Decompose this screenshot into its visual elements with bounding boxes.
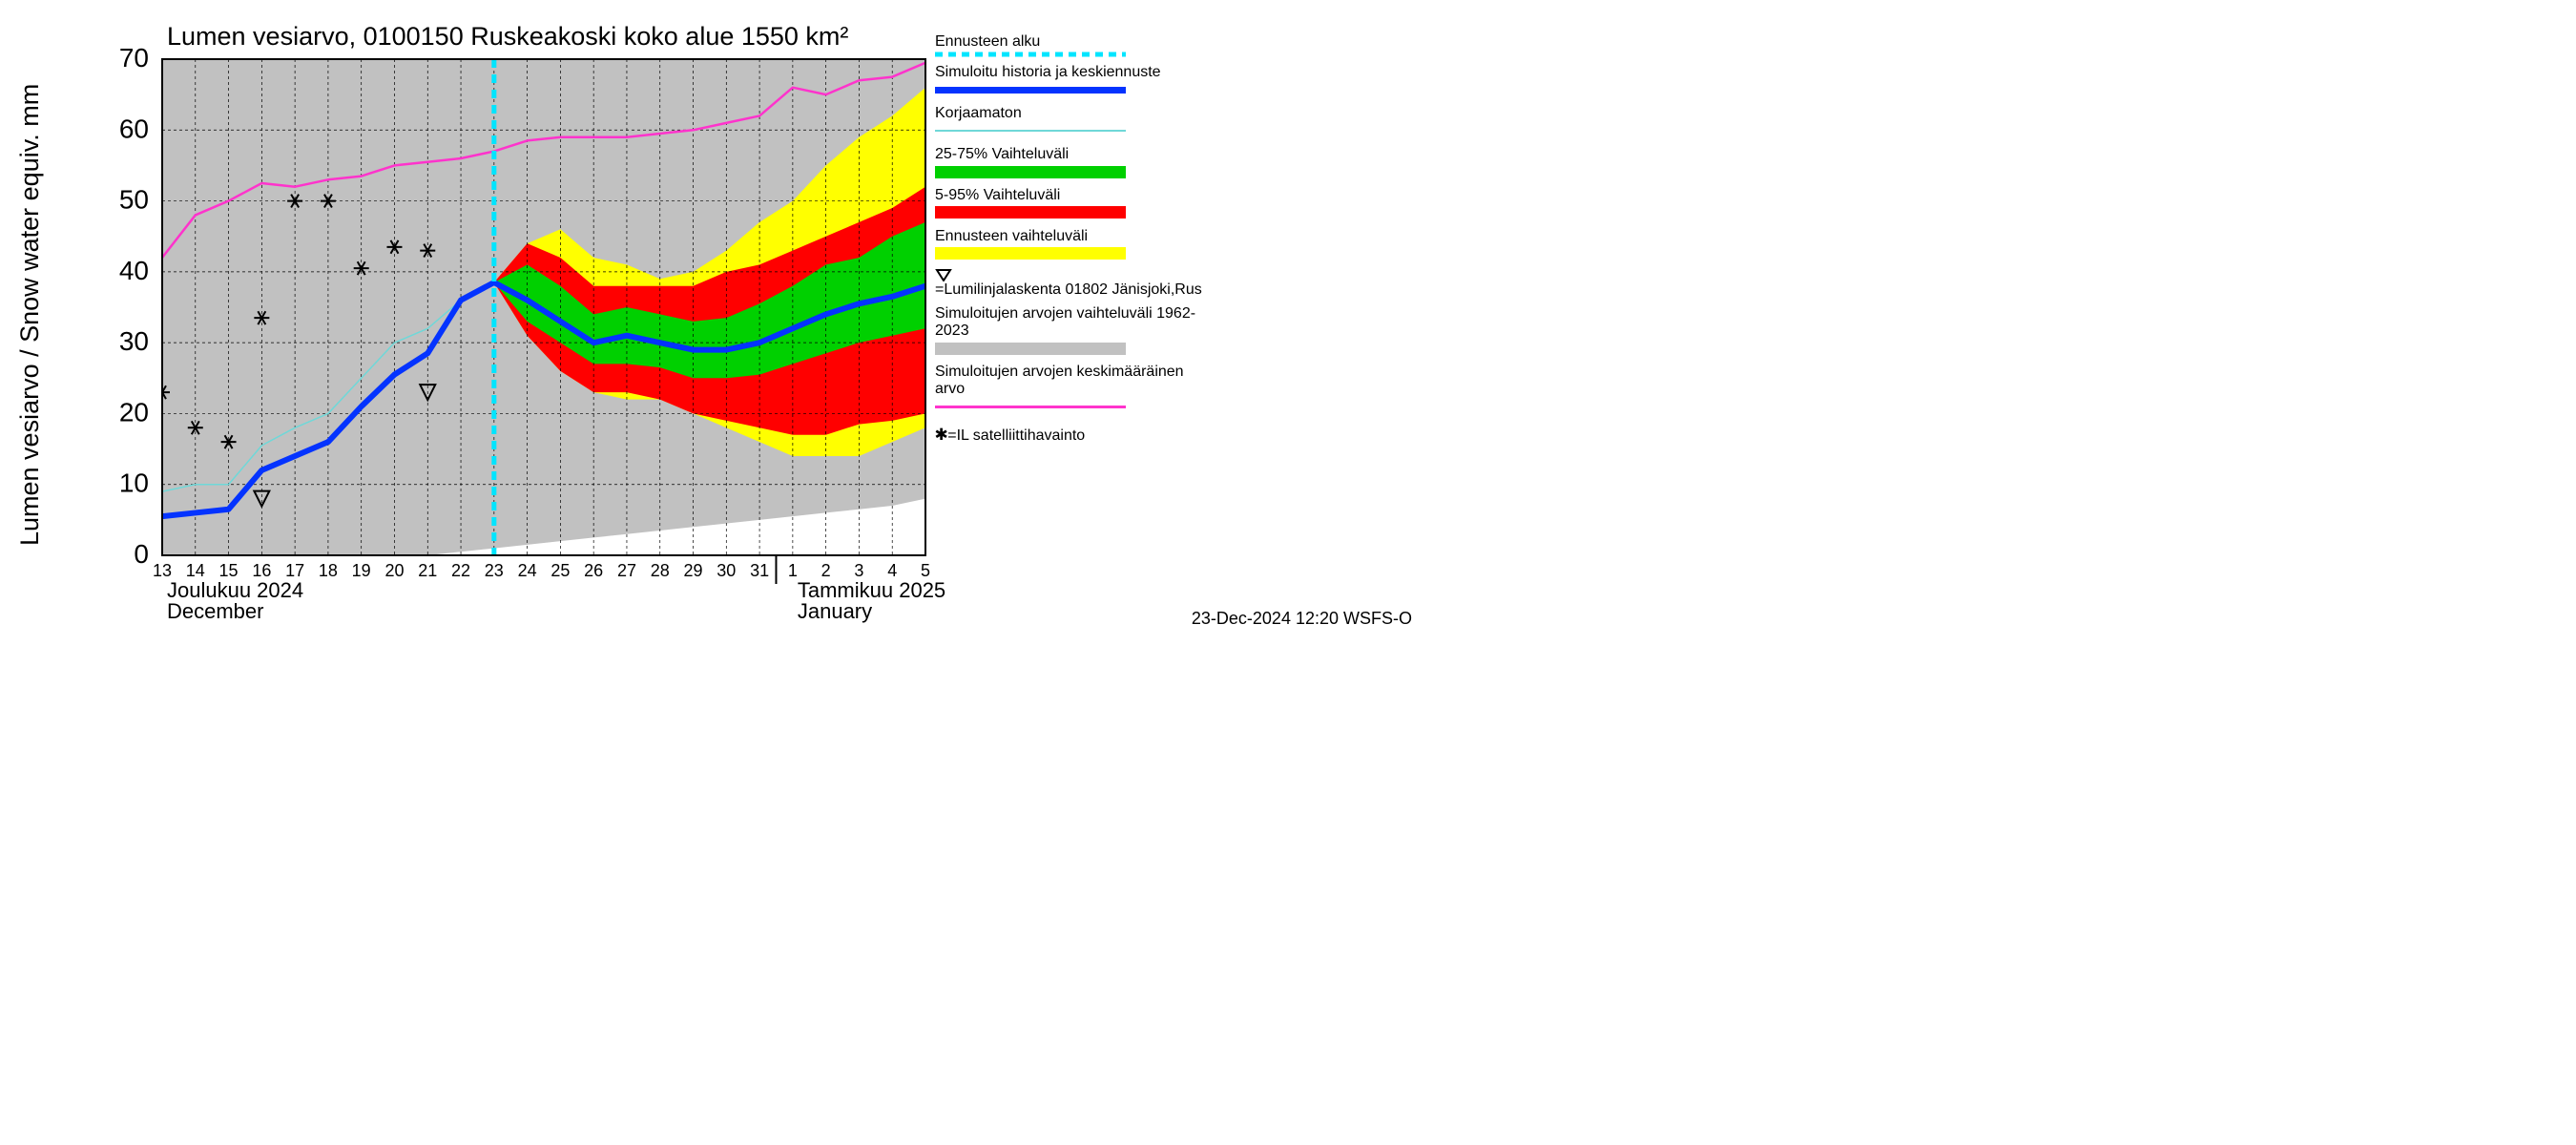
svg-text:29: 29 [684, 561, 703, 580]
svg-text:14: 14 [186, 561, 205, 580]
svg-text:4: 4 [887, 561, 897, 580]
legend-swatch-thin-cyan [935, 130, 1126, 132]
svg-text:17: 17 [285, 561, 304, 580]
chart-container: 0102030405060701314151617181920212223242… [0, 0, 1431, 636]
legend-label: Simuloitujen arvojen vaihteluväli 1962-2… [935, 305, 1195, 339]
legend-simulated: Simuloitu historia ja keskiennuste [935, 64, 1202, 99]
legend-25-75: 25-75% Vaihteluväli [935, 146, 1202, 181]
svg-text:18: 18 [319, 561, 338, 580]
svg-text:Lumen vesiarvo / Snow water eq: Lumen vesiarvo / Snow water equiv. mm [15, 84, 44, 546]
legend-label: 5-95% Vaihteluväli [935, 187, 1060, 203]
svg-text:10: 10 [119, 468, 149, 498]
legend-label: Korjaamaton [935, 105, 1022, 121]
legend-forecast-start: Ennusteen alku [935, 33, 1202, 58]
svg-text:January: January [798, 599, 872, 623]
legend: Ennusteen alku Simuloitu historia ja kes… [935, 33, 1202, 451]
svg-text:30: 30 [717, 561, 736, 580]
legend-label: Simuloitu historia ja keskiennuste [935, 64, 1161, 80]
legend-star: ✱=IL satelliittihavainto [935, 422, 1202, 446]
svg-text:70: 70 [119, 43, 149, 73]
legend-5-95: 5-95% Vaihteluväli [935, 187, 1202, 222]
svg-text:0: 0 [134, 539, 149, 569]
svg-text:26: 26 [584, 561, 603, 580]
svg-text:60: 60 [119, 114, 149, 143]
svg-text:22: 22 [451, 561, 470, 580]
timestamp: 23-Dec-2024 12:20 WSFS-O [1192, 609, 1412, 629]
svg-text:16: 16 [252, 561, 271, 580]
svg-text:25: 25 [551, 561, 570, 580]
svg-text:28: 28 [651, 561, 670, 580]
legend-swatch-gray [935, 343, 1126, 355]
svg-text:13: 13 [153, 561, 172, 580]
svg-text:5: 5 [921, 561, 930, 580]
svg-text:19: 19 [352, 561, 371, 580]
legend-swatch-red [935, 206, 1126, 219]
legend-hist-range: Simuloitujen arvojen vaihteluväli 1962-2… [935, 305, 1202, 358]
svg-text:30: 30 [119, 326, 149, 356]
legend-triangle: =Lumilinjalaskenta 01802 Jänisjoki,Rus [935, 268, 1202, 299]
legend-label: Ennusteen alku [935, 33, 1040, 50]
svg-text:31: 31 [750, 561, 769, 580]
svg-text:40: 40 [119, 256, 149, 285]
svg-text:Lumen vesiarvo, 0100150 Ruskea: Lumen vesiarvo, 0100150 Ruskeakoski koko… [167, 22, 848, 51]
svg-text:1: 1 [788, 561, 798, 580]
legend-hist-mean: Simuloitujen arvojen keskimääräinen arvo [935, 364, 1202, 416]
asterisk-icon: ✱ [935, 422, 947, 446]
svg-text:23: 23 [485, 561, 504, 580]
triangle-down-icon [935, 268, 952, 281]
legend-swatch-cyan-dash [935, 51, 1126, 58]
svg-text:24: 24 [518, 561, 537, 580]
svg-text:20: 20 [384, 561, 404, 580]
svg-text:3: 3 [854, 561, 863, 580]
legend-label: =IL satelliittihavainto [947, 427, 1085, 444]
svg-text:2: 2 [821, 561, 831, 580]
legend-swatch-magenta [935, 406, 1126, 408]
legend-swatch-green [935, 166, 1126, 178]
legend-uncorrected: Korjaamaton [935, 105, 1202, 140]
chart-svg: 0102030405060701314151617181920212223242… [0, 0, 1431, 636]
svg-text:21: 21 [418, 561, 437, 580]
legend-label: Simuloitujen arvojen keskimääräinen arvo [935, 364, 1184, 397]
legend-swatch-yellow [935, 247, 1126, 260]
legend-full: Ennusteen vaihteluväli [935, 228, 1202, 263]
legend-swatch-blue [935, 87, 1126, 94]
svg-text:15: 15 [219, 561, 239, 580]
svg-text:20: 20 [119, 397, 149, 427]
svg-text:27: 27 [617, 561, 636, 580]
legend-label: Ennusteen vaihteluväli [935, 228, 1088, 244]
legend-label: =Lumilinjalaskenta 01802 Jänisjoki,Rus [935, 281, 1202, 298]
legend-label: 25-75% Vaihteluväli [935, 146, 1069, 162]
svg-text:December: December [167, 599, 263, 623]
svg-text:50: 50 [119, 185, 149, 215]
